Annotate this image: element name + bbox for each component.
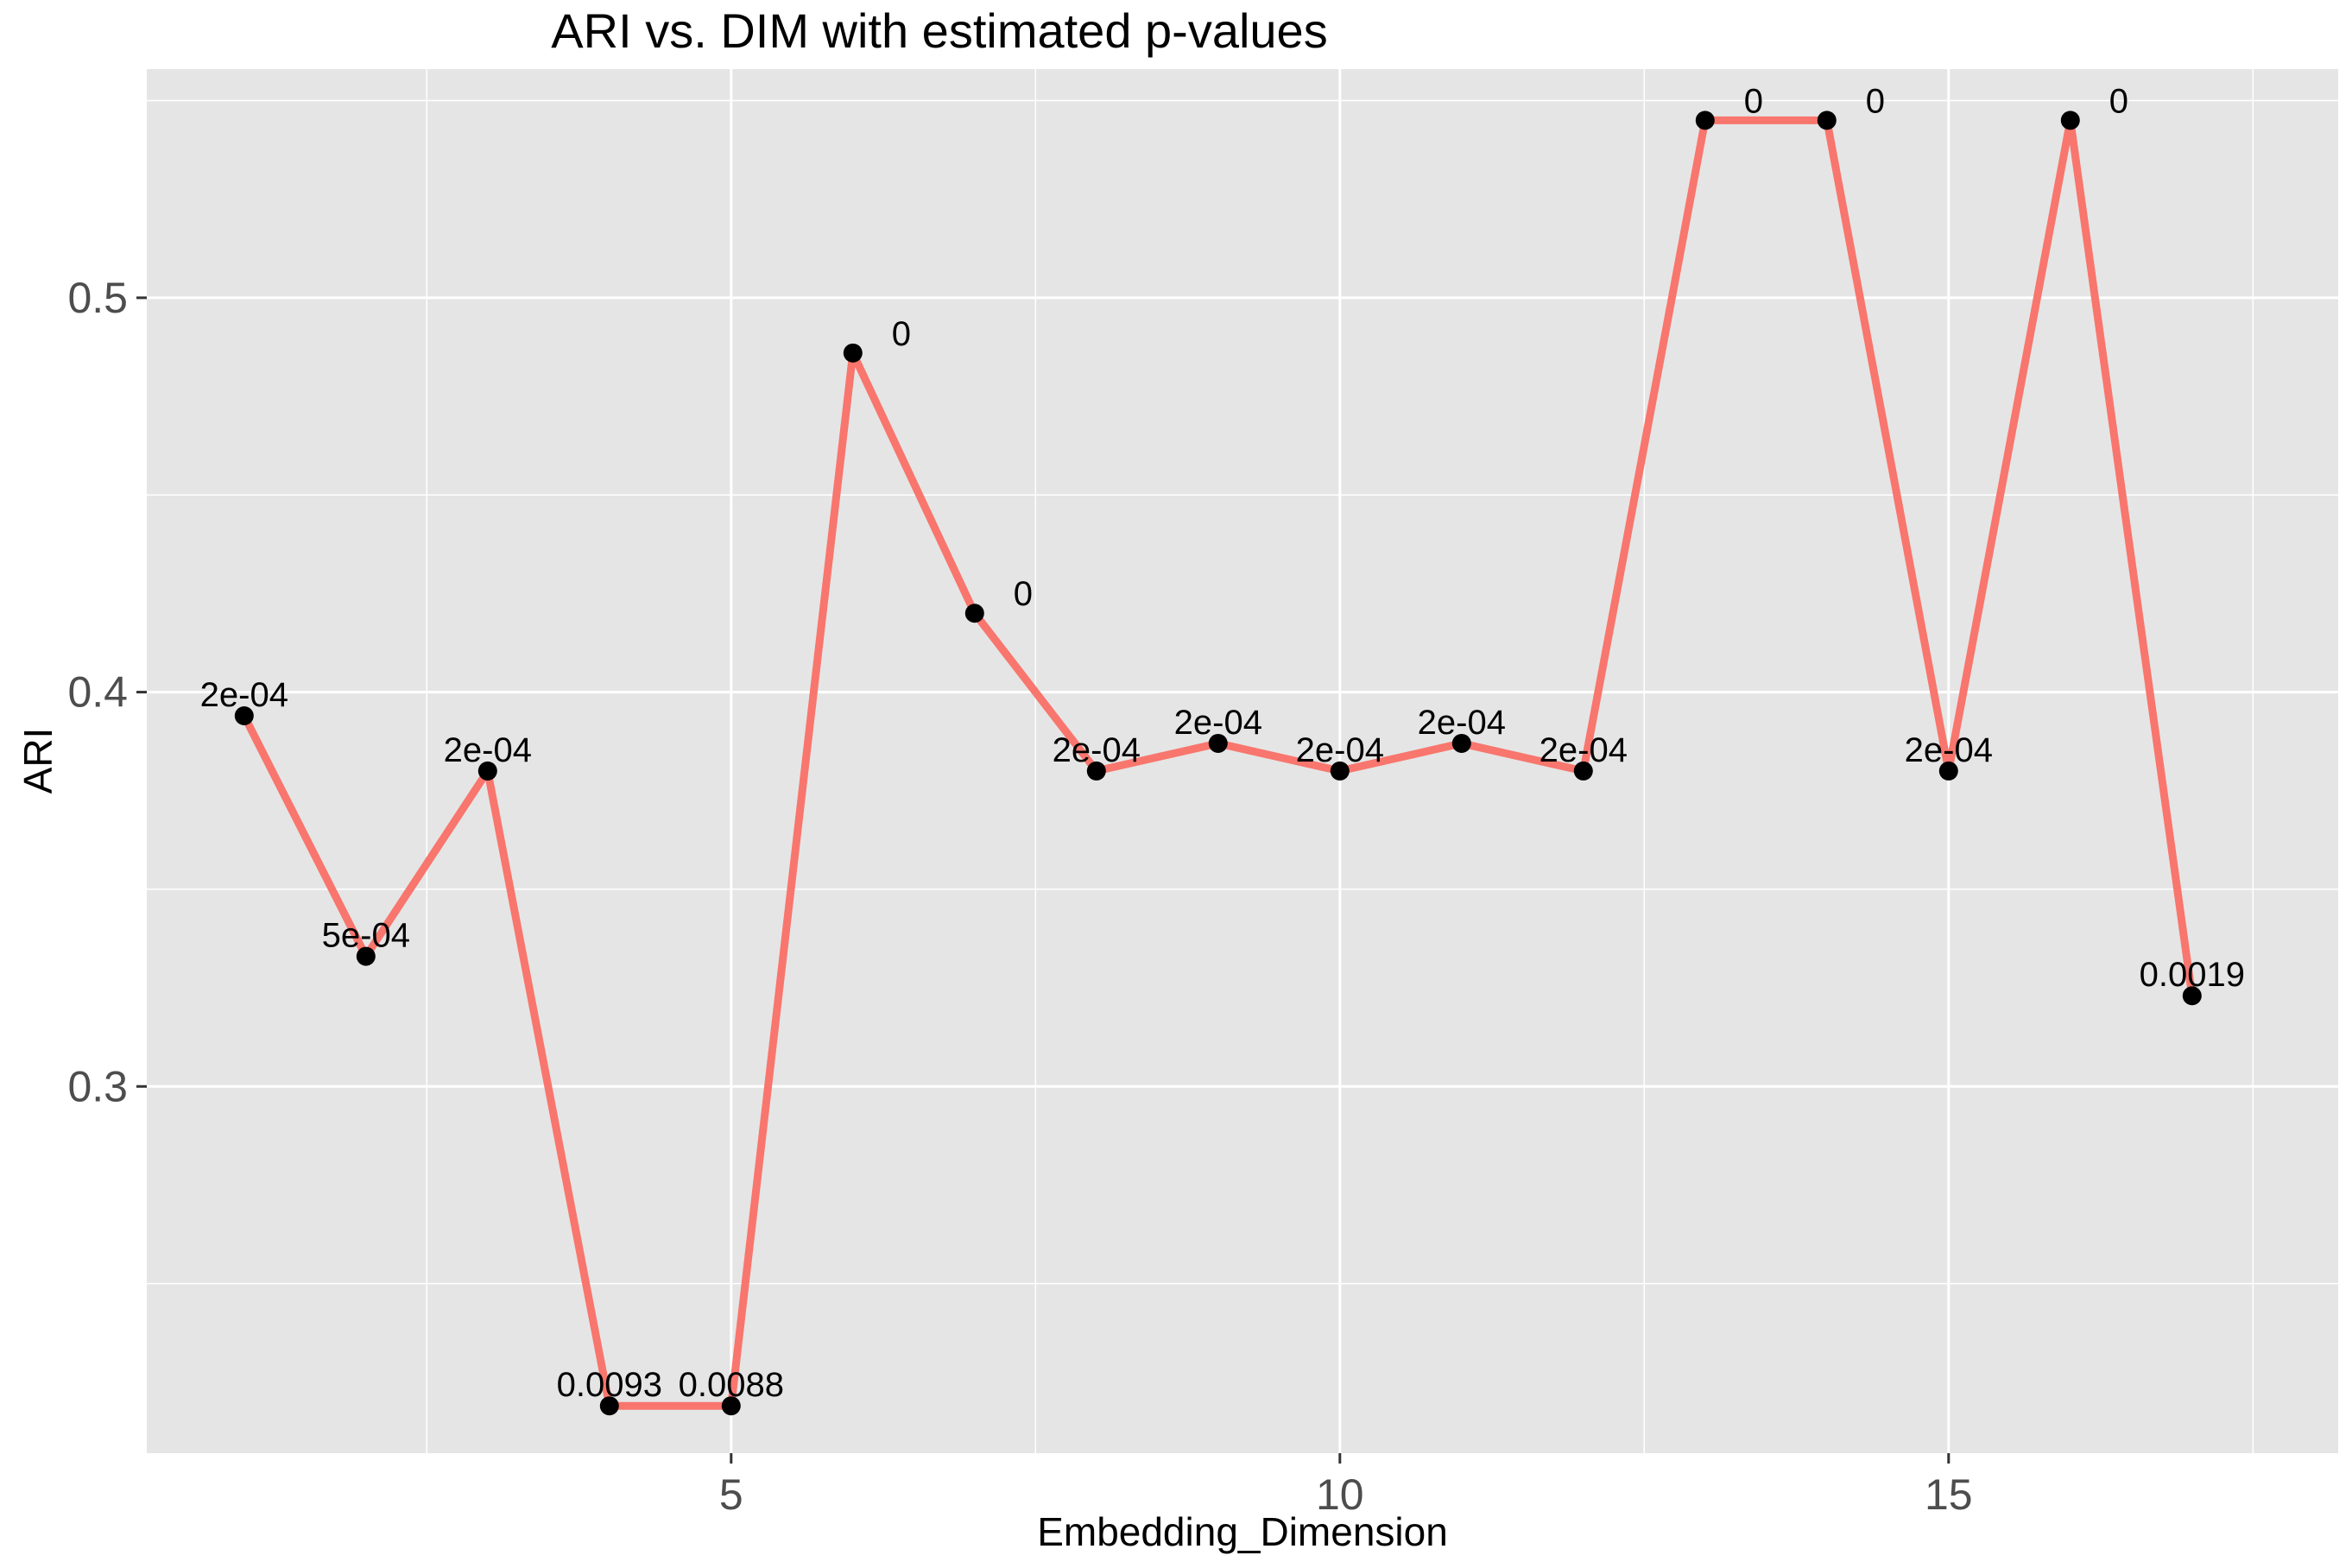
data-point bbox=[1330, 761, 1350, 781]
axes: 5 10 15 0.3 0.4 0.5 bbox=[67, 274, 1972, 1519]
data-label: 2e-04 bbox=[1053, 731, 1141, 769]
data-point bbox=[721, 1396, 741, 1416]
data-point bbox=[2182, 986, 2202, 1006]
data-label: 2e-04 bbox=[1905, 731, 1993, 769]
data-point bbox=[234, 705, 254, 725]
data-label: 0 bbox=[892, 315, 911, 353]
data-label: 0.0019 bbox=[2140, 956, 2245, 994]
x-tick-label: 5 bbox=[719, 1470, 743, 1519]
data-label: 0.0093 bbox=[557, 1366, 662, 1404]
x-axis-title: Embedding_Dimension bbox=[1037, 1509, 1448, 1554]
data-point bbox=[599, 1396, 619, 1416]
data-point bbox=[356, 946, 376, 966]
data-point bbox=[1938, 761, 1958, 781]
plot-panel bbox=[147, 69, 2338, 1453]
y-tick-label: 0.3 bbox=[67, 1062, 128, 1110]
data-point bbox=[1451, 733, 1471, 753]
data-point bbox=[477, 761, 497, 781]
data-label: 2e-04 bbox=[444, 731, 532, 769]
data-label: 2e-04 bbox=[200, 676, 288, 714]
data-label: 0 bbox=[1014, 575, 1033, 613]
data-point bbox=[843, 343, 863, 363]
data-point bbox=[964, 604, 984, 623]
minor-gridlines bbox=[147, 69, 2338, 1453]
data-point bbox=[1695, 111, 1715, 130]
x-tick-label: 10 bbox=[1316, 1470, 1364, 1519]
data-label: 0.0088 bbox=[679, 1366, 784, 1404]
data-point bbox=[1573, 761, 1593, 781]
data-point bbox=[1817, 111, 1837, 130]
data-label: 0 bbox=[1744, 82, 1763, 120]
chart-title: ARI vs. DIM with estimated p-values bbox=[551, 3, 1327, 58]
data-label: 2e-04 bbox=[1540, 731, 1628, 769]
y-tick-label: 0.4 bbox=[67, 668, 128, 717]
data-labels: 2e-04 5e-04 2e-04 0.0093 0.0088 0 0 2e-04 2e-04 2… bbox=[200, 82, 2245, 1404]
data-label: 0 bbox=[2109, 82, 2128, 120]
data-label: 0 bbox=[1866, 82, 1885, 120]
y-tick-label: 0.5 bbox=[67, 274, 128, 322]
data-point bbox=[1208, 733, 1228, 753]
data-label: 2e-04 bbox=[1418, 704, 1506, 742]
data-label: 2e-04 bbox=[1296, 731, 1384, 769]
data-label: 5e-04 bbox=[322, 917, 410, 955]
data-points bbox=[234, 111, 2202, 1416]
data-point bbox=[2060, 111, 2080, 130]
data-label: 2e-04 bbox=[1174, 704, 1262, 742]
x-tick-label: 15 bbox=[1925, 1470, 1973, 1519]
y-axis-title: ARI bbox=[16, 728, 60, 794]
data-point bbox=[1086, 761, 1106, 781]
